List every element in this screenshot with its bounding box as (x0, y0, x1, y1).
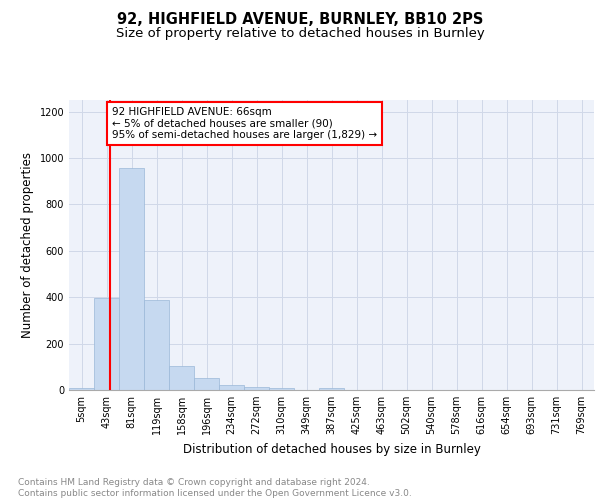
Bar (319, 388, 344, 390)
Bar (219, 385, 244, 390)
Text: Contains HM Land Registry data © Crown copyright and database right 2024.
Contai: Contains HM Land Registry data © Crown c… (18, 478, 412, 498)
Y-axis label: Number of detached properties: Number of detached properties (21, 152, 34, 338)
Text: Size of property relative to detached houses in Burnley: Size of property relative to detached ho… (116, 28, 484, 40)
Bar (169, 366, 194, 390)
Text: 92, HIGHFIELD AVENUE, BURNLEY, BB10 2PS: 92, HIGHFIELD AVENUE, BURNLEY, BB10 2PS (117, 12, 483, 28)
Bar (194, 378, 219, 390)
Bar (244, 387, 269, 390)
Bar (69, 388, 94, 390)
X-axis label: Distribution of detached houses by size in Burnley: Distribution of detached houses by size … (182, 442, 481, 456)
Bar (144, 300, 169, 390)
Bar (119, 168, 144, 390)
Bar (94, 298, 119, 390)
Text: 92 HIGHFIELD AVENUE: 66sqm
← 5% of detached houses are smaller (90)
95% of semi-: 92 HIGHFIELD AVENUE: 66sqm ← 5% of detac… (112, 107, 377, 140)
Bar (269, 388, 294, 390)
